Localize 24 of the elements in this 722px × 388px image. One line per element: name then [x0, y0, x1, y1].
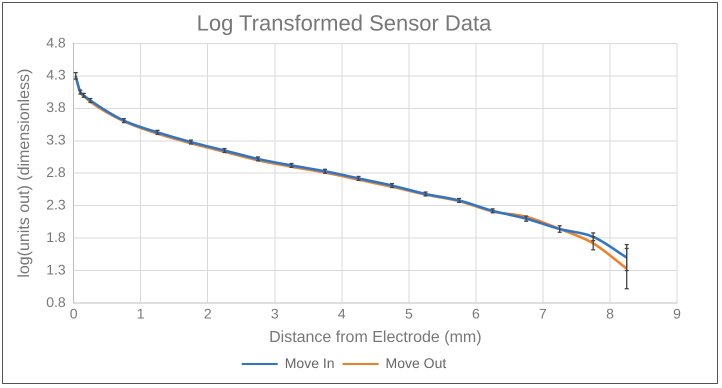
- y-axis-title: log(units out) (dimensionless): [16, 68, 34, 278]
- x-tick-label: 3: [270, 305, 279, 322]
- x-tick-label: 0: [70, 305, 78, 322]
- legend-label: Move Out: [386, 354, 446, 371]
- chart-title: Log Transformed Sensor Data: [196, 10, 492, 36]
- x-tick-label: 4: [338, 305, 346, 322]
- x-tick-label: 9: [673, 305, 682, 322]
- legend-label: Move In: [284, 354, 335, 371]
- x-tick-label: 7: [539, 305, 548, 322]
- x-tick-label: 5: [404, 305, 413, 322]
- x-axis-title: Distance from Electrode (mm): [269, 328, 482, 346]
- y-tick-label: 3.3: [46, 132, 66, 148]
- y-tick-label: 1.8: [46, 228, 66, 245]
- y-tick-label: 0.8: [46, 294, 66, 310]
- y-tick-label: 2.8: [46, 164, 66, 180]
- y-tick-label: 4.3: [46, 66, 66, 83]
- y-tick-label: 3.8: [46, 99, 66, 116]
- y-tick-label: 4.8: [46, 34, 66, 50]
- x-tick-label: 6: [472, 305, 480, 322]
- x-tick-label: 2: [204, 305, 212, 322]
- x-tick-label: 1: [136, 305, 145, 322]
- y-tick-label: 1.3: [46, 261, 66, 278]
- x-tick-label: 8: [606, 305, 614, 322]
- y-tick-label: 2.3: [46, 196, 66, 213]
